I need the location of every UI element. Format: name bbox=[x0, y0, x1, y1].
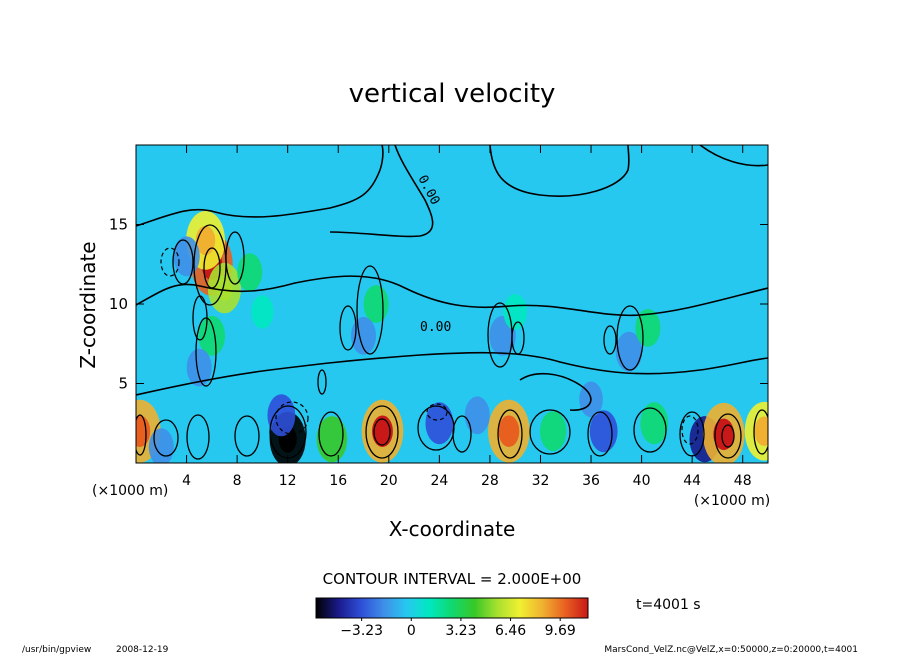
field-cell bbox=[615, 331, 643, 372]
y-axis: 5 10 15 bbox=[109, 216, 768, 393]
x-tick-label: 8 bbox=[233, 473, 242, 489]
contour-dashed-loop bbox=[275, 401, 309, 435]
x-tick-label: 12 bbox=[279, 473, 297, 489]
colorbar-tick-label: 6.46 bbox=[495, 623, 526, 639]
contour-dashed-loop bbox=[160, 247, 180, 277]
contour-loop bbox=[186, 414, 210, 460]
contour-loop bbox=[452, 415, 472, 453]
field-cell bbox=[464, 396, 490, 435]
contour-dashed-loop bbox=[426, 403, 448, 421]
plot-area: 0.00 0.00 bbox=[136, 145, 768, 463]
contour-line bbox=[136, 145, 384, 227]
contour-line bbox=[136, 275, 768, 317]
field-cell bbox=[237, 253, 263, 292]
colorbar-tick-label: −3.23 bbox=[340, 623, 383, 639]
contour-loop bbox=[714, 413, 742, 459]
contour-loop bbox=[529, 409, 571, 455]
x-unit-left: (×1000 m) bbox=[92, 483, 168, 499]
contour-loop bbox=[721, 424, 735, 448]
x-tick-label: 16 bbox=[329, 473, 347, 489]
contour-loop bbox=[497, 409, 523, 459]
contour-loop bbox=[318, 411, 344, 457]
contour-loop bbox=[195, 317, 217, 387]
contour-line bbox=[329, 145, 434, 238]
contour-loop bbox=[616, 305, 644, 371]
field-cell-core bbox=[136, 415, 151, 447]
x-unit-right: (×1000 m) bbox=[694, 493, 770, 509]
field-cell bbox=[251, 295, 274, 329]
y-tick-label: 10 bbox=[109, 295, 128, 313]
field-cell bbox=[539, 411, 567, 452]
x-tick-label: 32 bbox=[532, 473, 550, 489]
field-cell bbox=[425, 402, 454, 445]
data-source: MarsCond_VelZ.nc@VelZ,x=0:50000,z=0:2000… bbox=[604, 645, 858, 654]
field-cell bbox=[267, 394, 296, 437]
contour-loop bbox=[192, 295, 208, 341]
x-axis: 4 8 12 16 20 24 28 32 36 40 44 48 bbox=[182, 145, 752, 489]
chart-title: vertical velocity bbox=[349, 79, 556, 109]
x-tick-label: 20 bbox=[380, 473, 398, 489]
field-cell-core bbox=[498, 415, 520, 447]
y-tick-label: 5 bbox=[118, 375, 128, 393]
contour-loop bbox=[633, 407, 667, 453]
field-cell bbox=[198, 315, 226, 356]
contour-value-label: 0.00 bbox=[420, 320, 451, 335]
field-cell bbox=[635, 308, 661, 347]
field-cell bbox=[301, 366, 325, 401]
contour-loop bbox=[511, 321, 525, 355]
contour-loop bbox=[373, 418, 391, 446]
colorbar-tick-label: 3.23 bbox=[445, 623, 476, 639]
contour-loop bbox=[136, 414, 147, 456]
contour-loop bbox=[153, 419, 179, 457]
contour-line bbox=[489, 145, 630, 197]
contour-interval: CONTOUR INTERVAL = 2.000E+00 bbox=[323, 570, 582, 588]
contour-loop bbox=[753, 409, 768, 455]
field-cell bbox=[148, 428, 174, 463]
field-cell-core bbox=[754, 416, 768, 446]
contour-loop bbox=[365, 405, 399, 459]
x-tick-label: 24 bbox=[430, 473, 448, 489]
program-path: /usr/bin/gpview bbox=[22, 645, 91, 654]
contour-line bbox=[699, 145, 768, 167]
x-tick-label: 48 bbox=[734, 473, 752, 489]
field-cell bbox=[363, 285, 389, 323]
x-tick-label: 40 bbox=[633, 473, 651, 489]
contour-loop bbox=[203, 247, 221, 289]
contour-dashed-loop bbox=[681, 415, 699, 445]
contour-loop bbox=[587, 411, 613, 457]
contour-loop bbox=[234, 415, 260, 457]
x-tick-label: 28 bbox=[481, 473, 499, 489]
contour-loop bbox=[339, 305, 357, 351]
field-cell-core bbox=[713, 418, 735, 451]
x-axis-label: X-coordinate bbox=[389, 517, 516, 541]
field-cell bbox=[503, 294, 528, 330]
contour-dashed bbox=[160, 247, 699, 445]
contour-loop bbox=[225, 231, 245, 285]
colorbar-tick-label: 9.69 bbox=[545, 623, 576, 639]
contour-loop bbox=[317, 369, 327, 395]
contour-loop bbox=[172, 239, 194, 285]
colorbar-tick-label: 0 bbox=[407, 623, 416, 639]
field-cell bbox=[186, 348, 212, 387]
contour-loop bbox=[603, 325, 617, 355]
contour-line bbox=[519, 372, 592, 411]
plot-date: 2008-12-19 bbox=[116, 645, 169, 654]
x-tick-label: 36 bbox=[582, 473, 600, 489]
field-cell bbox=[640, 402, 669, 445]
x-tick-label: 44 bbox=[683, 473, 701, 489]
contour-loops bbox=[136, 224, 768, 460]
contour-lines bbox=[136, 145, 768, 411]
x-tick-label: 4 bbox=[182, 473, 191, 489]
colorbar-ticks: −3.23 0 3.23 6.46 9.69 bbox=[340, 618, 576, 639]
time-label: t=4001 s bbox=[636, 597, 701, 613]
y-axis-label: Z-coordinate bbox=[76, 241, 100, 368]
contour-line bbox=[136, 351, 768, 396]
y-tick-label: 15 bbox=[109, 216, 128, 234]
colorbar bbox=[315, 597, 589, 619]
contour-loop bbox=[356, 265, 384, 355]
